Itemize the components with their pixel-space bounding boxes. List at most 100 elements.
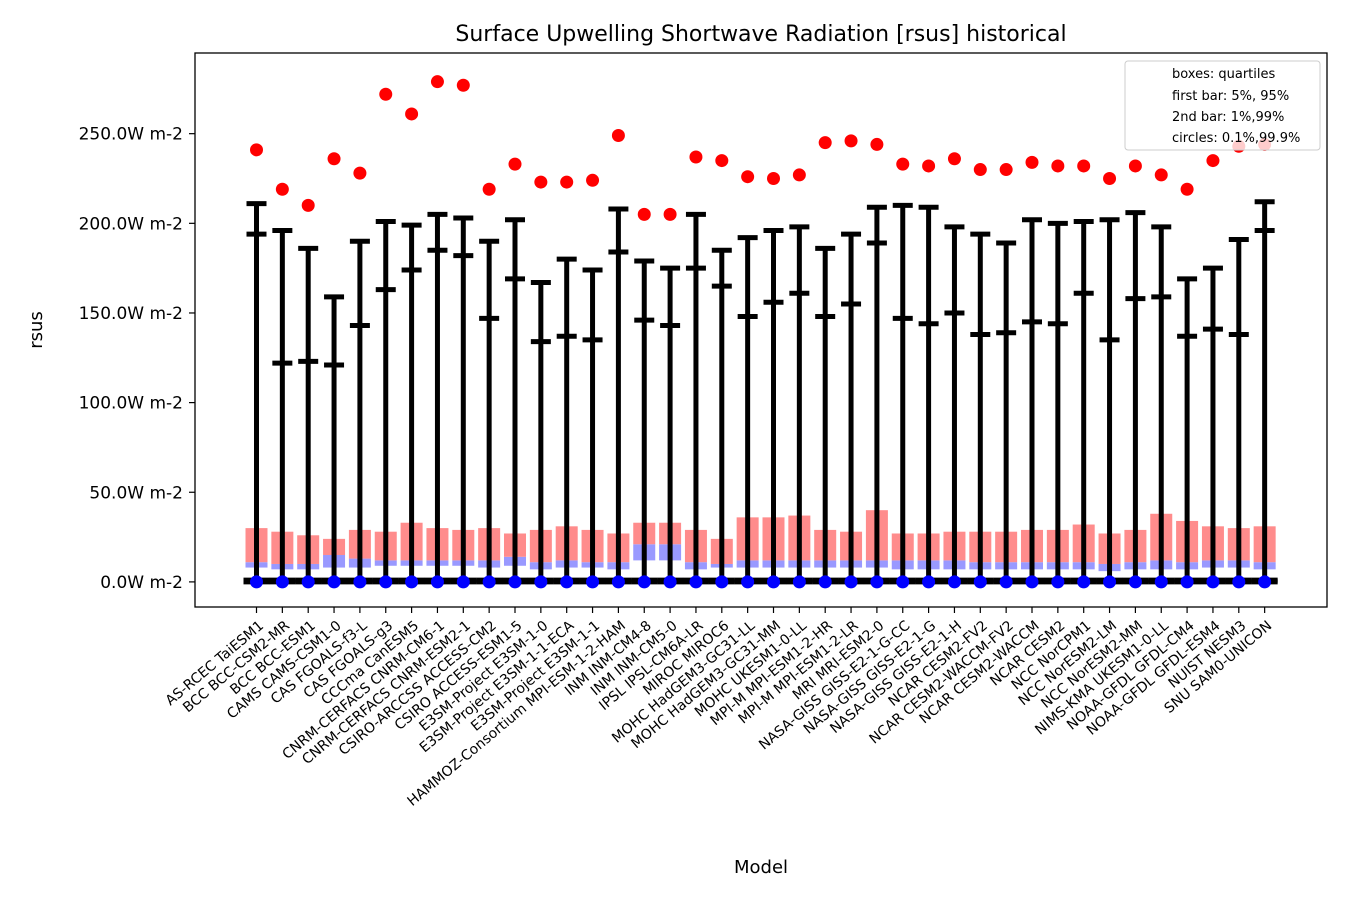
model-group <box>502 157 528 589</box>
high-circle <box>611 128 625 142</box>
low-circle <box>586 575 600 589</box>
high-circle <box>663 207 677 221</box>
model-group <box>476 182 503 589</box>
y-axis-label: rsus <box>26 311 47 349</box>
model-group <box>993 163 1020 589</box>
low-circle <box>999 575 1013 589</box>
model-group <box>1148 168 1175 589</box>
high-circle <box>456 78 470 92</box>
low-circle <box>560 575 574 589</box>
high-circle <box>275 182 289 196</box>
model-group <box>889 157 916 589</box>
model-group <box>838 134 865 589</box>
y-tick-label: 0.0W m-2 <box>100 573 183 593</box>
model-group <box>631 207 658 589</box>
high-circle <box>327 152 341 166</box>
legend-entry-quartiles: boxes: quartiles <box>1172 67 1276 82</box>
model-group <box>1225 139 1252 589</box>
legend-entry-circles: circles: 0.1%,99.9% <box>1172 131 1300 146</box>
model-group <box>657 207 684 589</box>
y-axis: 0.0W m-2 50.0W m-2 100.0W m-2 150.0W m-2 200… <box>79 125 195 593</box>
low-circle <box>818 575 832 589</box>
low-circle <box>689 575 703 589</box>
model-group <box>527 175 554 589</box>
low-circle <box>1180 575 1194 589</box>
legend-box <box>1124 60 1321 151</box>
model-group <box>321 152 348 589</box>
model-group <box>424 75 451 589</box>
low-circle <box>611 575 625 589</box>
low-circle <box>637 575 651 589</box>
high-circle <box>818 136 832 150</box>
model-group <box>269 182 296 589</box>
low-circle <box>1258 575 1272 589</box>
y-tick-label: 250.0W m-2 <box>79 125 183 145</box>
model-group <box>734 170 761 589</box>
legend-entry-first-bar: first bar: 5%, 95% <box>1172 89 1289 104</box>
low-circle <box>947 575 961 589</box>
low-circle <box>534 575 548 589</box>
high-circle <box>586 173 600 187</box>
model-group <box>682 150 709 589</box>
low-circle <box>1206 575 1220 589</box>
low-circle <box>792 575 806 589</box>
low-circle <box>353 575 367 589</box>
y-tick-label: 150.0W m-2 <box>79 304 183 324</box>
chart-title: Surface Upwelling Shortwave Radiation [r… <box>455 22 1066 47</box>
model-group <box>708 154 735 589</box>
high-circle <box>870 137 884 151</box>
low-circle <box>663 575 677 589</box>
legend-entry-second-bar: 2nd bar: 1%,99% <box>1172 110 1284 125</box>
model-group <box>1174 182 1201 589</box>
low-circle <box>508 575 522 589</box>
low-circle <box>301 575 315 589</box>
high-circle <box>767 172 780 186</box>
y-tick-label: 50.0W m-2 <box>89 483 183 503</box>
high-circle <box>973 163 987 177</box>
model-group <box>450 78 477 589</box>
high-circle <box>844 134 858 148</box>
low-circle <box>405 575 419 589</box>
plot-frame <box>194 52 1328 608</box>
model-group <box>372 87 399 589</box>
low-circle <box>767 575 780 589</box>
high-circle <box>1051 159 1065 173</box>
high-circle <box>637 207 651 221</box>
low-circle <box>250 575 263 589</box>
model-group <box>1044 159 1071 589</box>
low-circle <box>715 575 729 589</box>
low-circle <box>482 575 496 589</box>
model-group <box>1096 172 1123 589</box>
high-circle <box>896 157 910 171</box>
high-circle <box>741 170 755 184</box>
high-circle <box>1025 155 1039 169</box>
high-circle <box>430 75 444 89</box>
high-circle <box>922 159 936 173</box>
low-circle <box>896 575 910 589</box>
model-group <box>398 107 425 589</box>
model-group <box>915 159 942 589</box>
model-group <box>786 168 813 589</box>
high-circle <box>534 175 548 189</box>
low-circle <box>1077 575 1091 589</box>
y-tick-label: 100.0W m-2 <box>79 394 183 414</box>
low-circle <box>741 575 755 589</box>
low-circle <box>379 575 393 589</box>
low-circle <box>327 575 341 589</box>
high-circle <box>999 163 1013 177</box>
high-circle <box>1206 154 1220 168</box>
high-circle <box>1103 172 1117 186</box>
model-group <box>605 128 632 589</box>
high-circle <box>1077 159 1091 173</box>
low-circle <box>1103 575 1117 589</box>
model-group <box>1199 154 1226 589</box>
legend: boxes: quartiles first bar: 5%, 95% 2nd … <box>1124 60 1321 151</box>
high-circle <box>482 182 496 196</box>
model-group <box>243 143 270 589</box>
low-circle <box>1128 575 1142 589</box>
low-circle <box>456 575 470 589</box>
high-circle <box>1180 182 1194 196</box>
low-circle <box>844 575 858 589</box>
high-circle <box>405 107 419 121</box>
